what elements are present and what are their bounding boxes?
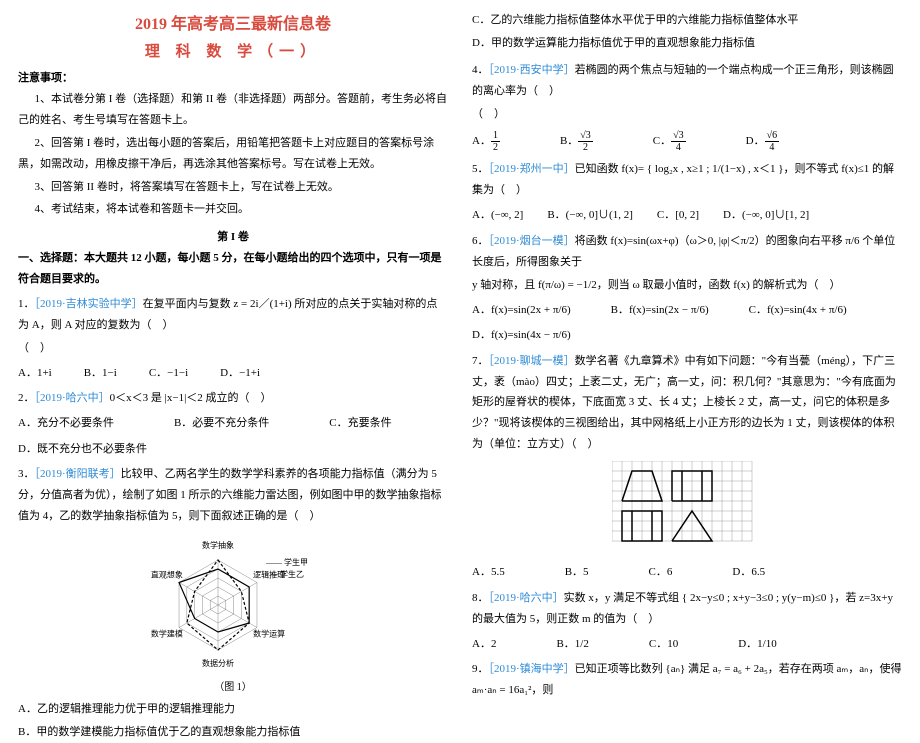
radar-caption: （图 1） [18,678,448,693]
q2-opt-a: A．充分不必要条件 [18,415,114,433]
q7: 7．［2019·聊城一模］数学名著《九章算术》中有如下问题："今有当甍（méng… [472,351,902,455]
q2: 2．［2019·哈六中］0＜x＜3 是 |x−1|＜2 成立的（ ） [18,388,448,409]
q1-opt-d: D．−1+i [220,365,260,383]
q4-opts: A．12 B．√32 C．√34 D．√64 [472,130,902,153]
q5-opt-c: C．[0, 2] [657,207,699,225]
notice-head: 注意事项： [18,69,448,85]
q3: 3．［2019·衡阳联考］比较甲、乙两名学生的数学学科素养的各项能力指标值（满分… [18,464,448,527]
q6-body2: y 轴对称，且 f(π/ω) = −1/2，则当 ω 取最小值时，函数 f(x)… [472,275,902,296]
q8-opt-b: B．1/2 [556,636,588,654]
q3-opt-c: C．乙的六维能力指标值整体水平优于甲的六维能力指标值整体水平 [472,10,902,31]
q6-opt-d: D．f(x)=sin(4x − π/6) [472,327,571,345]
q9-src: ［2019·镇海中学］ [489,663,575,675]
part1-title: 第 I 卷 [18,228,448,244]
instr-1: 1、本试卷分第 I 卷（选择题）和第 II 卷（非选择题）两部分。答题前，考生务… [18,89,448,131]
q1-opts: A．1+i B．1−i C．−1−i D．−1+i [18,365,448,383]
q3-src: ［2019·衡阳联考］ [35,468,121,480]
q3-opt-d: D．甲的数学运算能力指标值优于甲的直观想象能力指标值 [472,33,902,54]
q7-opts: A．5.5 B．5 C．6 D．6.5 [472,564,902,582]
q6-src: ［2019·烟台一模］ [489,235,575,247]
section1-head: 一、选择题：本大题共 12 小题，每小题 5 分，在每小题给出的四个选项中，只有… [18,248,448,290]
q7-opt-d: D．6.5 [732,564,765,582]
q2-opt-d: D．既不充分也不必要条件 [18,441,147,459]
instr-2: 2、回答第 I 卷时，选出每小题的答案后，用铅笔把答题卡上对应题目的答案标号涂黑… [18,133,448,175]
q7-src: ［2019·聊城一模］ [489,355,575,367]
q7-opt-a: A．5.5 [472,564,505,582]
q6-opt-a: A．f(x)=sin(2x + π/6) [472,302,571,320]
q1-blank: （ ） [18,338,448,359]
q8-opt-c: C．10 [649,636,678,654]
q5-opt-d: D．(−∞, 0]∪[1, 2] [723,207,809,225]
main-title: 2019 年高考高三最新信息卷 [18,10,448,34]
svg-text:直观想象: 直观想象 [151,569,183,579]
q1-src: ［2019·吉林实验中学］ [35,298,143,310]
q5: 5．［2019·郑州一中］已知函数 f(x)= { log₂x , x≥1 ; … [472,159,902,201]
svg-text:数学建模: 数学建模 [151,628,183,638]
q5-opts: A．(−∞, 2] B．(−∞, 0]∪(1, 2] C．[0, 2] D．(−… [472,207,902,225]
q1-opt-c: C．−1−i [149,365,188,383]
q9: 9．［2019·镇海中学］已知正项等比数列 {aₙ} 满足 a₇ = a₆ + … [472,659,902,701]
q4-opt-d: D．√64 [746,130,779,153]
q2-body: 0＜x＜3 是 |x−1|＜2 成立的（ ） [110,392,272,404]
q4-blank: （ ） [472,104,902,125]
q4-opt-c: C．√34 [653,130,686,153]
q6-opts: A．f(x)=sin(2x + π/6) B．f(x)=sin(2x − π/6… [472,302,902,345]
three-view-grid [472,461,902,554]
q8-src: ［2019·哈六中］ [489,592,564,604]
q2-opt-c: C．充要条件 [329,415,391,433]
q2-src: ［2019·哈六中］ [35,392,110,404]
right-column: C．乙的六维能力指标值整体水平优于甲的六维能力指标值整体水平 D．甲的数学运算能… [472,10,902,641]
q5-opt-a: A．(−∞, 2] [472,207,523,225]
q5-src: ［2019·郑州一中］ [489,163,575,175]
svg-text:- - - 学生乙: - - - 学生乙 [266,569,304,579]
q8: 8．［2019·哈六中］实数 x，y 满足不等式组 { 2x−y≤0 ; x+y… [472,588,902,630]
q7-body: 数学名著《九章算术》中有如下问题："今有当甍（méng），下广三丈，袤（mào）… [472,355,896,451]
svg-text:数据分析: 数据分析 [202,658,234,668]
q4-src: ［2019·西安中学］ [489,64,575,76]
q6-opt-b: B．f(x)=sin(2x − π/6) [611,302,709,320]
q2-opts: A．充分不必要条件 B．必要不充分条件 C．充要条件 D．既不充分也不必要条件 [18,415,448,458]
q1-opt-b: B．1−i [84,365,117,383]
sub-title: 理 科 数 学（一） [18,40,448,61]
svg-text:数学运算: 数学运算 [253,628,285,638]
left-column: 2019 年高考高三最新信息卷 理 科 数 学（一） 注意事项： 1、本试卷分第… [18,10,448,641]
svg-text:数学抽象: 数学抽象 [202,540,234,550]
q2-opt-b: B．必要不充分条件 [174,415,269,433]
q6-opt-c: C．f(x)=sin(4x + π/6) [749,302,847,320]
q7-opt-c: C．6 [649,564,673,582]
radar-chart: 数学抽象逻辑推理数学运算数据分析数学建模直观想象—— 学生甲- - - 学生乙 … [18,535,448,693]
q8-opt-a: A．2 [472,636,496,654]
instr-4: 4、考试结束，将本试卷和答题卡一并交回。 [18,199,448,220]
q1: 1．［2019·吉林实验中学］在复平面内与复数 z = 2i／(1+i) 所对应… [18,294,448,336]
q8-opts: A．2 B．1/2 C．10 D．1/10 [472,636,902,654]
q5-opt-b: B．(−∞, 0]∪(1, 2] [547,207,633,225]
q3-opt-b: B．甲的数学建模能力指标值优于乙的直观想象能力指标值 [18,722,448,743]
q3-opt-a: A．乙的逻辑推理能力优于甲的逻辑推理能力 [18,699,448,720]
q4-opt-a: A．12 [472,130,500,153]
q4: 4．［2019·西安中学］若椭圆的两个焦点与短轴的一个端点构成一个正三角形，则该… [472,60,902,102]
q8-opt-d: D．1/10 [738,636,777,654]
instr-3: 3、回答第 II 卷时，将答案填写在答题卡上，写在试卷上无效。 [18,177,448,198]
q6: 6．［2019·烟台一模］将函数 f(x)=sin(ωx+φ)（ω＞0, |φ|… [472,231,902,273]
q4-opt-b: B．√32 [560,130,593,153]
q1-opt-a: A．1+i [18,365,52,383]
q7-opt-b: B．5 [565,564,589,582]
svg-text:—— 学生甲: —— 学生甲 [265,557,308,567]
